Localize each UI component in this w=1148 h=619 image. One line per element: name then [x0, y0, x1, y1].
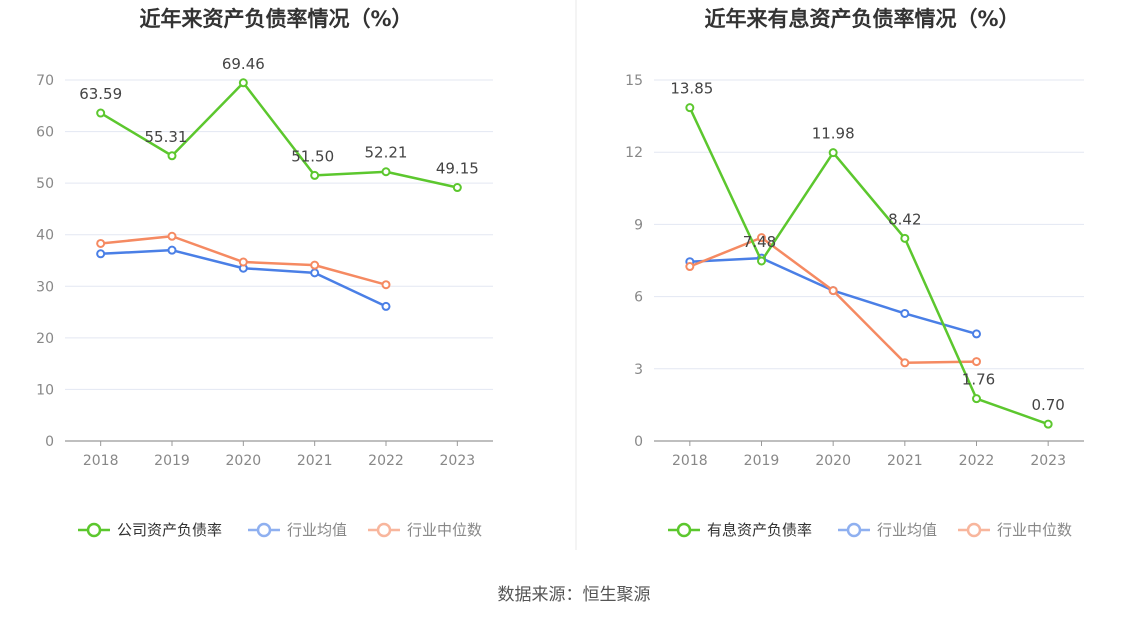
chart-title: 近年来资产负债率情况（%）	[139, 7, 412, 31]
data-source-note: 数据来源：恒生聚源	[497, 585, 651, 605]
y-tick-label: 60	[36, 125, 54, 141]
data-point[interactable]	[828, 286, 838, 296]
x-tick-label: 2023	[440, 453, 476, 469]
data-point[interactable]	[452, 183, 462, 193]
interest-debt-ratio-chart: 近年来有息资产负债率情况（%） 0 3 6 9 12 15 2018 2019 2020 2021 2…	[625, 7, 1084, 539]
legend-swatch-marker	[256, 522, 272, 538]
data-label: 55.31	[145, 128, 188, 146]
legend-label: 行业均值	[287, 521, 347, 539]
data-point[interactable]	[972, 394, 981, 404]
data-point[interactable]	[381, 301, 391, 311]
data-point[interactable]	[310, 268, 320, 278]
y-tick-label: 50	[36, 176, 54, 192]
data-point[interactable]	[972, 357, 981, 367]
data-point[interactable]	[828, 148, 838, 158]
series-line-1	[689, 256, 977, 336]
y-tick-label: 30	[36, 279, 54, 295]
y-tick-label: 40	[36, 228, 54, 244]
legend-swatch-marker	[86, 522, 102, 538]
legend-swatch-marker	[676, 522, 692, 538]
data-point[interactable]	[167, 231, 177, 241]
data-label: 51.50	[291, 147, 334, 165]
data-point[interactable]	[310, 260, 320, 270]
legend-label: 行业中位数	[997, 521, 1072, 539]
legend-label: 行业中位数	[407, 521, 482, 539]
x-tick-label: 2019	[154, 453, 190, 469]
data-label: 8.42	[888, 210, 921, 228]
data-point[interactable]	[96, 108, 106, 118]
legend-item-0[interactable]: 公司资产负债率	[78, 521, 222, 539]
x-tick-label: 2021	[887, 453, 923, 469]
y-tick-label: 15	[625, 73, 643, 89]
legend-item-2[interactable]: 行业中位数	[368, 521, 482, 539]
x-tick-label: 2018	[83, 453, 119, 469]
legend-item-1[interactable]: 行业均值	[248, 521, 347, 539]
y-tick-label: 70	[36, 73, 54, 89]
data-label: 1.76	[962, 371, 995, 389]
legend-swatch-marker	[846, 522, 862, 538]
y-tick-label: 0	[45, 434, 54, 450]
x-tick-label: 2019	[744, 453, 780, 469]
series-line-0	[688, 107, 1049, 426]
data-label: 52.21	[365, 144, 408, 162]
y-tick-label: 9	[634, 217, 643, 233]
data-point[interactable]	[96, 238, 106, 248]
x-tick-label: 2021	[297, 453, 333, 469]
legend-label: 有息资产负债率	[707, 521, 812, 539]
data-label: 11.98	[812, 125, 855, 143]
y-tick-label: 0	[634, 434, 643, 450]
x-tick-label: 2020	[815, 453, 851, 469]
x-tick-label: 2020	[226, 453, 262, 469]
data-label: 63.59	[79, 85, 122, 103]
data-point[interactable]	[900, 308, 910, 318]
data-point[interactable]	[381, 280, 391, 290]
legend-item-0[interactable]: 有息资产负债率	[668, 521, 812, 539]
legend-item-1[interactable]: 行业均值	[838, 521, 937, 539]
data-label: 69.46	[222, 55, 265, 73]
data-point[interactable]	[685, 103, 695, 113]
legend-label: 行业均值	[877, 521, 937, 539]
data-label: 7.48	[743, 233, 776, 251]
x-tick-label: 2022	[959, 453, 995, 469]
legend-swatch-marker	[966, 522, 982, 538]
data-point[interactable]	[757, 256, 766, 266]
series-line-0	[100, 81, 458, 189]
debt-ratio-chart: 近年来资产负债率情况（%） 0 10 20 30 40 50 60 70 2018 2019 2020…	[36, 7, 493, 539]
legend-item-2[interactable]: 行业中位数	[958, 521, 1072, 539]
y-tick-label: 12	[625, 145, 643, 161]
data-point[interactable]	[310, 170, 320, 180]
legend-swatch-marker	[376, 522, 392, 538]
data-point[interactable]	[167, 245, 177, 255]
y-tick-label: 6	[634, 290, 643, 306]
data-label: 0.70	[1031, 396, 1064, 414]
data-point[interactable]	[685, 262, 695, 272]
y-tick-label: 3	[634, 362, 643, 378]
x-tick-label: 2022	[368, 453, 404, 469]
chart-title: 近年来有息资产负债率情况（%）	[704, 7, 1019, 31]
data-point[interactable]	[900, 233, 910, 243]
y-tick-label: 10	[36, 382, 54, 398]
legend-label: 公司资产负债率	[117, 521, 222, 539]
data-point[interactable]	[238, 257, 248, 267]
x-tick-label: 2023	[1030, 453, 1066, 469]
data-point[interactable]	[900, 358, 910, 368]
y-tick-label: 20	[36, 331, 54, 347]
data-label: 49.15	[436, 160, 479, 178]
data-point[interactable]	[972, 329, 981, 339]
x-tick-label: 2018	[672, 453, 708, 469]
data-point[interactable]	[167, 151, 177, 161]
data-point[interactable]	[757, 233, 766, 243]
data-label: 13.85	[670, 80, 713, 98]
data-point[interactable]	[1043, 419, 1053, 429]
data-point[interactable]	[238, 78, 248, 88]
data-point[interactable]	[381, 167, 391, 177]
data-point[interactable]	[96, 249, 106, 259]
